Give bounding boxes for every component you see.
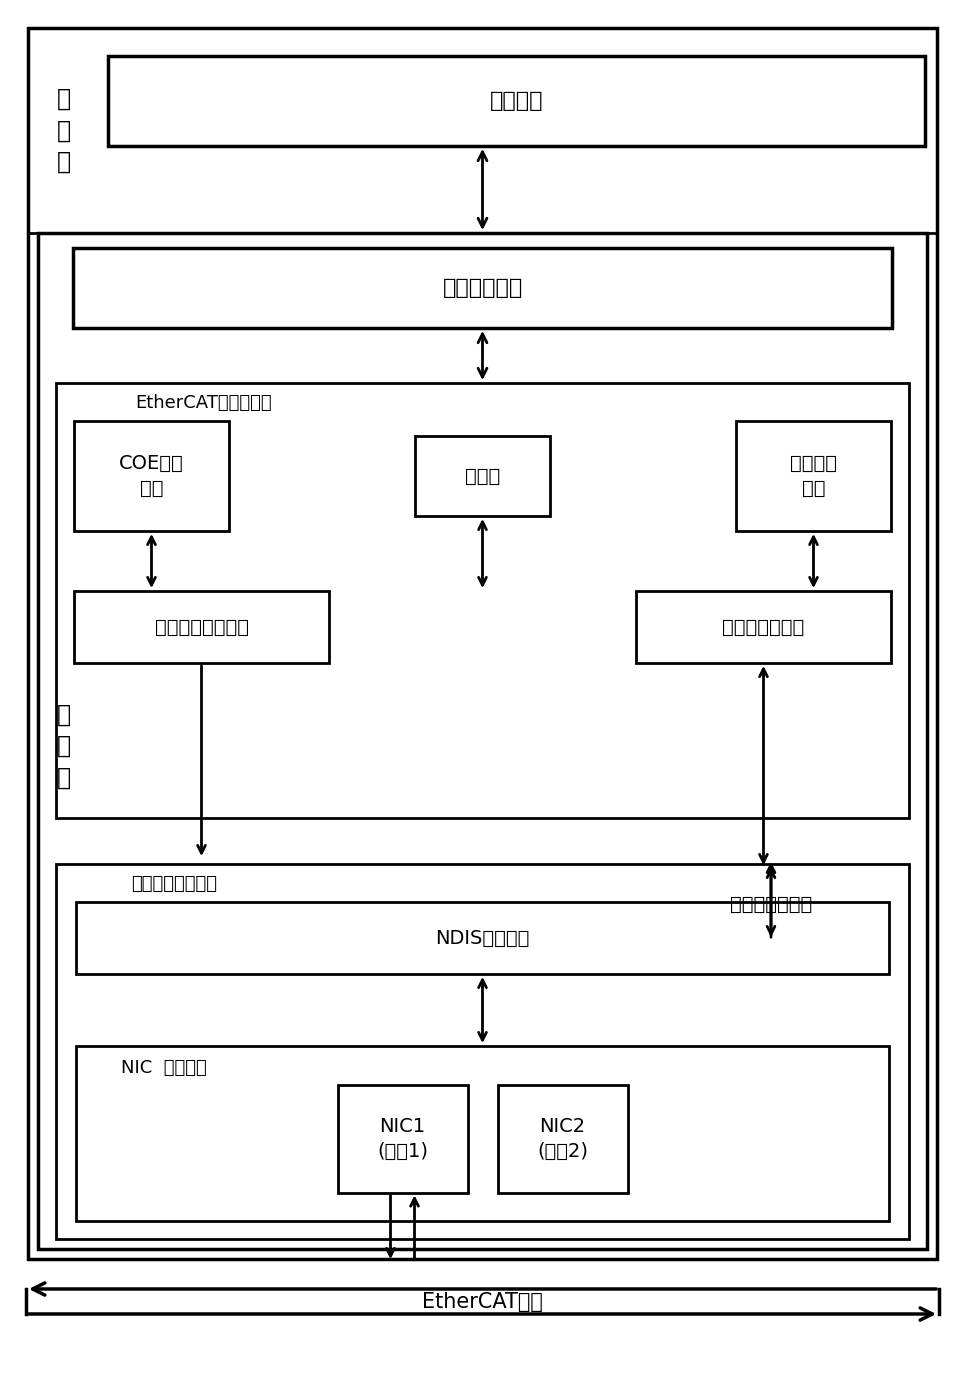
- Text: NIC2
(网卡2): NIC2 (网卡2): [537, 1117, 588, 1161]
- Bar: [56, 864, 909, 1239]
- Text: EtherCAT总线: EtherCAT总线: [422, 1292, 543, 1312]
- Text: 非周期性数据通信: 非周期性数据通信: [154, 617, 249, 636]
- Text: 过程数据
通信: 过程数据 通信: [790, 453, 837, 497]
- Text: NIC  网卡驱动: NIC 网卡驱动: [122, 1059, 207, 1077]
- Bar: [76, 1046, 889, 1221]
- Text: 周期性数据通信: 周期性数据通信: [723, 617, 805, 636]
- Bar: [636, 591, 891, 664]
- Bar: [338, 1084, 467, 1193]
- Bar: [651, 868, 891, 940]
- Text: 应用程序: 应用程序: [490, 91, 543, 111]
- Bar: [108, 56, 925, 146]
- Bar: [56, 383, 909, 818]
- Text: NIC1
(网卡1): NIC1 (网卡1): [377, 1117, 428, 1161]
- Bar: [76, 901, 889, 974]
- Bar: [74, 591, 329, 664]
- Text: 用
户
态: 用 户 态: [57, 87, 71, 174]
- Text: EtherCAT主站协议栈: EtherCAT主站协议栈: [136, 394, 272, 412]
- Bar: [736, 420, 891, 530]
- Text: 应用程序接口: 应用程序接口: [442, 278, 523, 298]
- Text: 底层数据收发模块: 底层数据收发模块: [131, 875, 217, 893]
- Bar: [28, 27, 937, 1259]
- Text: 实时性优化模块: 实时性优化模块: [730, 894, 813, 914]
- Text: COE邮箱
通信: COE邮箱 通信: [119, 453, 184, 497]
- Bar: [415, 436, 550, 517]
- Bar: [73, 247, 892, 328]
- Bar: [38, 234, 927, 1249]
- Text: 状态机: 状态机: [465, 467, 500, 485]
- Text: 内
核
态: 内 核 态: [57, 702, 71, 790]
- Bar: [74, 420, 229, 530]
- Bar: [498, 1084, 627, 1193]
- Text: NDIS协议驱动: NDIS协议驱动: [435, 929, 530, 948]
